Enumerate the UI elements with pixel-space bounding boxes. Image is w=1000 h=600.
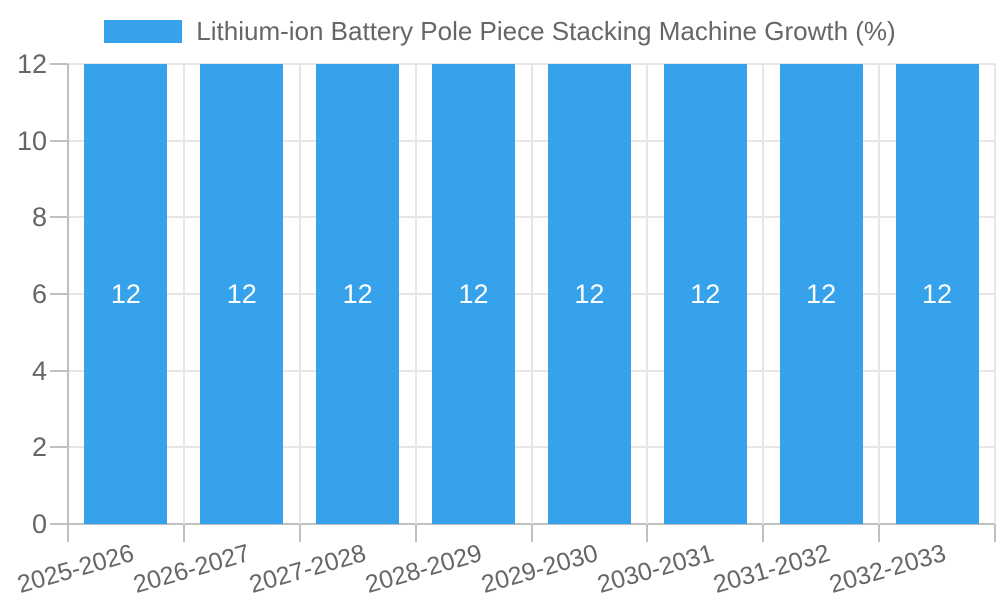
chart-legend[interactable]: Lithium-ion Battery Pole Piece Stacking … — [0, 17, 1000, 45]
y-axis-label: 8 — [31, 202, 47, 233]
y-axis-line — [67, 64, 69, 524]
y-axis-label: 10 — [16, 125, 47, 156]
y-axis-tick — [50, 293, 68, 295]
bar-value-label: 12 — [458, 279, 489, 309]
bar[interactable] — [316, 64, 400, 524]
x-axis-tick — [762, 524, 765, 542]
bar-value-label: 12 — [922, 279, 953, 309]
legend-swatch — [104, 19, 183, 43]
y-axis-label: 0 — [31, 509, 47, 539]
bar[interactable] — [200, 64, 284, 524]
y-axis-tick — [50, 446, 68, 449]
bar-value-label: 12 — [690, 279, 721, 309]
bar[interactable] — [547, 64, 631, 524]
x-axis-label: 2030-2031 — [594, 539, 717, 599]
gridline-vertical — [646, 64, 649, 524]
gridline-vertical — [182, 64, 185, 524]
x-axis-tick — [182, 524, 185, 542]
bar-value-label: 12 — [806, 279, 837, 309]
legend-label: Lithium-ion Battery Pole Piece Stacking … — [196, 16, 896, 46]
x-axis-label: 2026-2027 — [130, 539, 254, 599]
x-axis-tick — [67, 524, 69, 542]
bar-value-label: 12 — [574, 279, 605, 309]
x-axis-label: 2025-2026 — [14, 539, 138, 599]
y-axis-label: 2 — [31, 432, 47, 463]
gridline-vertical — [878, 64, 881, 524]
x-axis-tick — [414, 524, 417, 542]
gridline-vertical — [762, 64, 765, 524]
gridline-vertical — [414, 64, 417, 524]
x-axis-tick — [646, 524, 649, 542]
x-axis-tick — [530, 524, 533, 542]
gridline-vertical — [994, 64, 996, 524]
bar[interactable] — [895, 64, 979, 524]
x-axis-label: 2028-2029 — [362, 539, 486, 599]
y-axis-tick — [50, 523, 68, 525]
x-axis-label: 2027-2028 — [246, 539, 370, 599]
gridline-vertical — [530, 64, 533, 524]
bar-value-label: 12 — [226, 279, 257, 309]
x-axis-label: 2029-2030 — [478, 539, 601, 599]
bar[interactable] — [779, 64, 863, 524]
bar[interactable] — [432, 64, 516, 524]
y-axis-tick — [50, 139, 68, 142]
y-axis-label: 4 — [31, 355, 47, 386]
bar-value-label: 12 — [342, 279, 373, 309]
x-axis-label: 2031-2032 — [709, 539, 833, 599]
bar-value-label: 12 — [110, 279, 141, 309]
bar[interactable] — [663, 64, 747, 524]
y-axis-label: 6 — [31, 279, 47, 309]
y-axis-tick — [50, 369, 68, 372]
x-axis-label: 2032-2033 — [825, 539, 949, 599]
y-axis-tick — [50, 216, 68, 219]
gridline-vertical — [298, 64, 301, 524]
y-axis-tick — [50, 63, 68, 65]
bar[interactable] — [84, 64, 168, 524]
x-axis-tick — [994, 524, 996, 542]
y-axis-label: 12 — [16, 49, 47, 79]
x-axis-tick — [298, 524, 301, 542]
x-axis-tick — [878, 524, 881, 542]
